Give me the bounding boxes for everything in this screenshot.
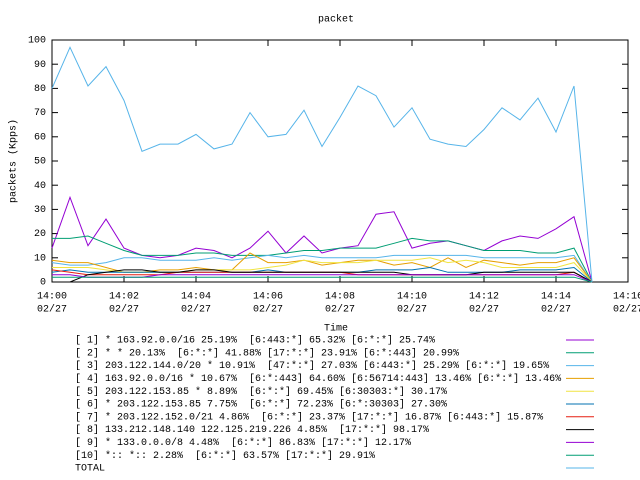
- x-tick-label: 14:16: [613, 292, 640, 303]
- legend-label: [ 2] * * 20.13% [6:*:*] 41.88% [17:*:*] …: [75, 347, 459, 359]
- x-tick-label: 14:04: [181, 292, 211, 303]
- series-line: [51, 46, 593, 283]
- legend-label: [10] *:: *:: 2.28% [6:*:*] 63.57% [17:*:…: [75, 450, 375, 462]
- y-tick-label: 0: [40, 278, 46, 289]
- legend-label: [ 3] 203.122.144.0/20 * 10.91% [47:*:*] …: [75, 360, 549, 372]
- legend-label: TOTAL: [75, 464, 105, 475]
- x-tick-label: 14:12: [469, 292, 499, 303]
- x-tick-label: 02/27: [181, 304, 211, 316]
- legend-label: [ 6] * 203.122.153.85 7.75% [6:*:*] 72.2…: [75, 399, 447, 411]
- legend-label: [ 7] * 203.122.152.0/21 4.86% [6:*:*] 23…: [75, 411, 543, 423]
- legend-label: [ 1] * 163.92.0.0/16 25.19% [6:443:*] 65…: [75, 335, 435, 347]
- series-line: [52, 235, 593, 283]
- x-tick-label: 02/27: [469, 304, 499, 316]
- x-tick-label: 02/27: [541, 304, 571, 316]
- x-tick-label: 14:14: [541, 292, 571, 303]
- x-tick-label: 02/27: [253, 304, 283, 316]
- x-tick-label: 02/27: [397, 304, 427, 316]
- y-tick-label: 100: [28, 36, 46, 47]
- x-tick-label: 02/27: [613, 304, 640, 316]
- y-tick-label: 10: [34, 253, 46, 264]
- x-tick-label: 14:06: [253, 292, 283, 303]
- legend-label: [ 9] * 133.0.0.0/8 4.48% [6:*:*] 86.83% …: [75, 437, 411, 449]
- x-tick-label: 02/27: [325, 304, 355, 316]
- x-tick-label: 14:02: [109, 292, 139, 303]
- y-tick-label: 80: [34, 84, 46, 95]
- y-tick-label: 90: [34, 60, 46, 71]
- series-line: [51, 254, 593, 283]
- y-tick-label: 50: [34, 157, 46, 168]
- series-line: [52, 269, 593, 283]
- y-tick-label: 40: [34, 181, 46, 192]
- x-tick-label: 02/27: [37, 304, 67, 316]
- y-tick-label: 20: [34, 229, 46, 240]
- x-tick-label: 14:10: [397, 292, 427, 303]
- x-axis-label: Time: [324, 323, 348, 335]
- y-tick-label: 60: [34, 132, 46, 143]
- y-axis-label: packets (Kpps): [8, 119, 20, 203]
- legend-label: [ 8] 133.212.148.140 122.125.219.226 4.8…: [75, 424, 429, 436]
- legend-label: [ 4] 163.92.0.0/16 * 10.67% [6:*:443] 64…: [75, 373, 561, 385]
- x-tick-label: 14:00: [37, 292, 67, 303]
- legend-label: [ 5] 203.122.153.85 * 8.89% [6:*:*] 69.4…: [75, 386, 447, 398]
- series-line: [52, 276, 593, 283]
- y-tick-label: 30: [34, 205, 46, 216]
- chart-title: packet: [318, 14, 354, 26]
- x-tick-label: 14:08: [325, 292, 355, 303]
- y-tick-label: 70: [34, 108, 46, 119]
- x-tick-label: 02/27: [109, 304, 139, 316]
